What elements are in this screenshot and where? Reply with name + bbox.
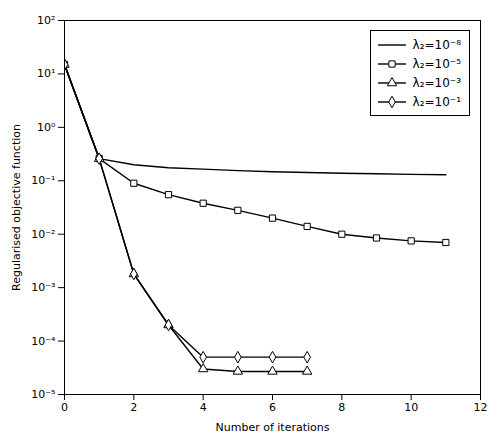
html-text:λ₂=10⁻¹: λ₂=10⁻¹ xyxy=(412,94,461,109)
svg-text:2: 2 xyxy=(130,401,137,414)
svg-text:Regularised objective function: Regularised objective function xyxy=(10,124,23,291)
svg-text:Number of iterations: Number of iterations xyxy=(216,421,330,434)
svg-text:10⁻⁵: 10⁻⁵ xyxy=(31,388,55,401)
svg-text:10: 10 xyxy=(404,401,418,414)
svg-text:4: 4 xyxy=(200,401,207,414)
svg-text:6: 6 xyxy=(269,401,276,414)
svg-text:10⁻¹: 10⁻¹ xyxy=(31,174,55,187)
svg-text:8: 8 xyxy=(338,401,345,414)
svg-text:0: 0 xyxy=(61,401,68,414)
svg-text:10²: 10² xyxy=(37,14,55,27)
html-text:λ₂=10⁻⁸: λ₂=10⁻⁸ xyxy=(412,37,461,52)
svg-text:10⁰: 10⁰ xyxy=(37,121,56,134)
svg-text:10⁻³: 10⁻³ xyxy=(31,281,55,294)
svg-text:10¹: 10¹ xyxy=(37,67,55,80)
svg-text:12: 12 xyxy=(474,401,488,414)
html-text:λ₂=10⁻³: λ₂=10⁻³ xyxy=(412,75,461,90)
html-text:λ₂=10⁻⁵: λ₂=10⁻⁵ xyxy=(412,56,461,71)
svg-text:10⁻⁴: 10⁻⁴ xyxy=(31,335,56,348)
svg-text:10⁻²: 10⁻² xyxy=(31,228,55,241)
